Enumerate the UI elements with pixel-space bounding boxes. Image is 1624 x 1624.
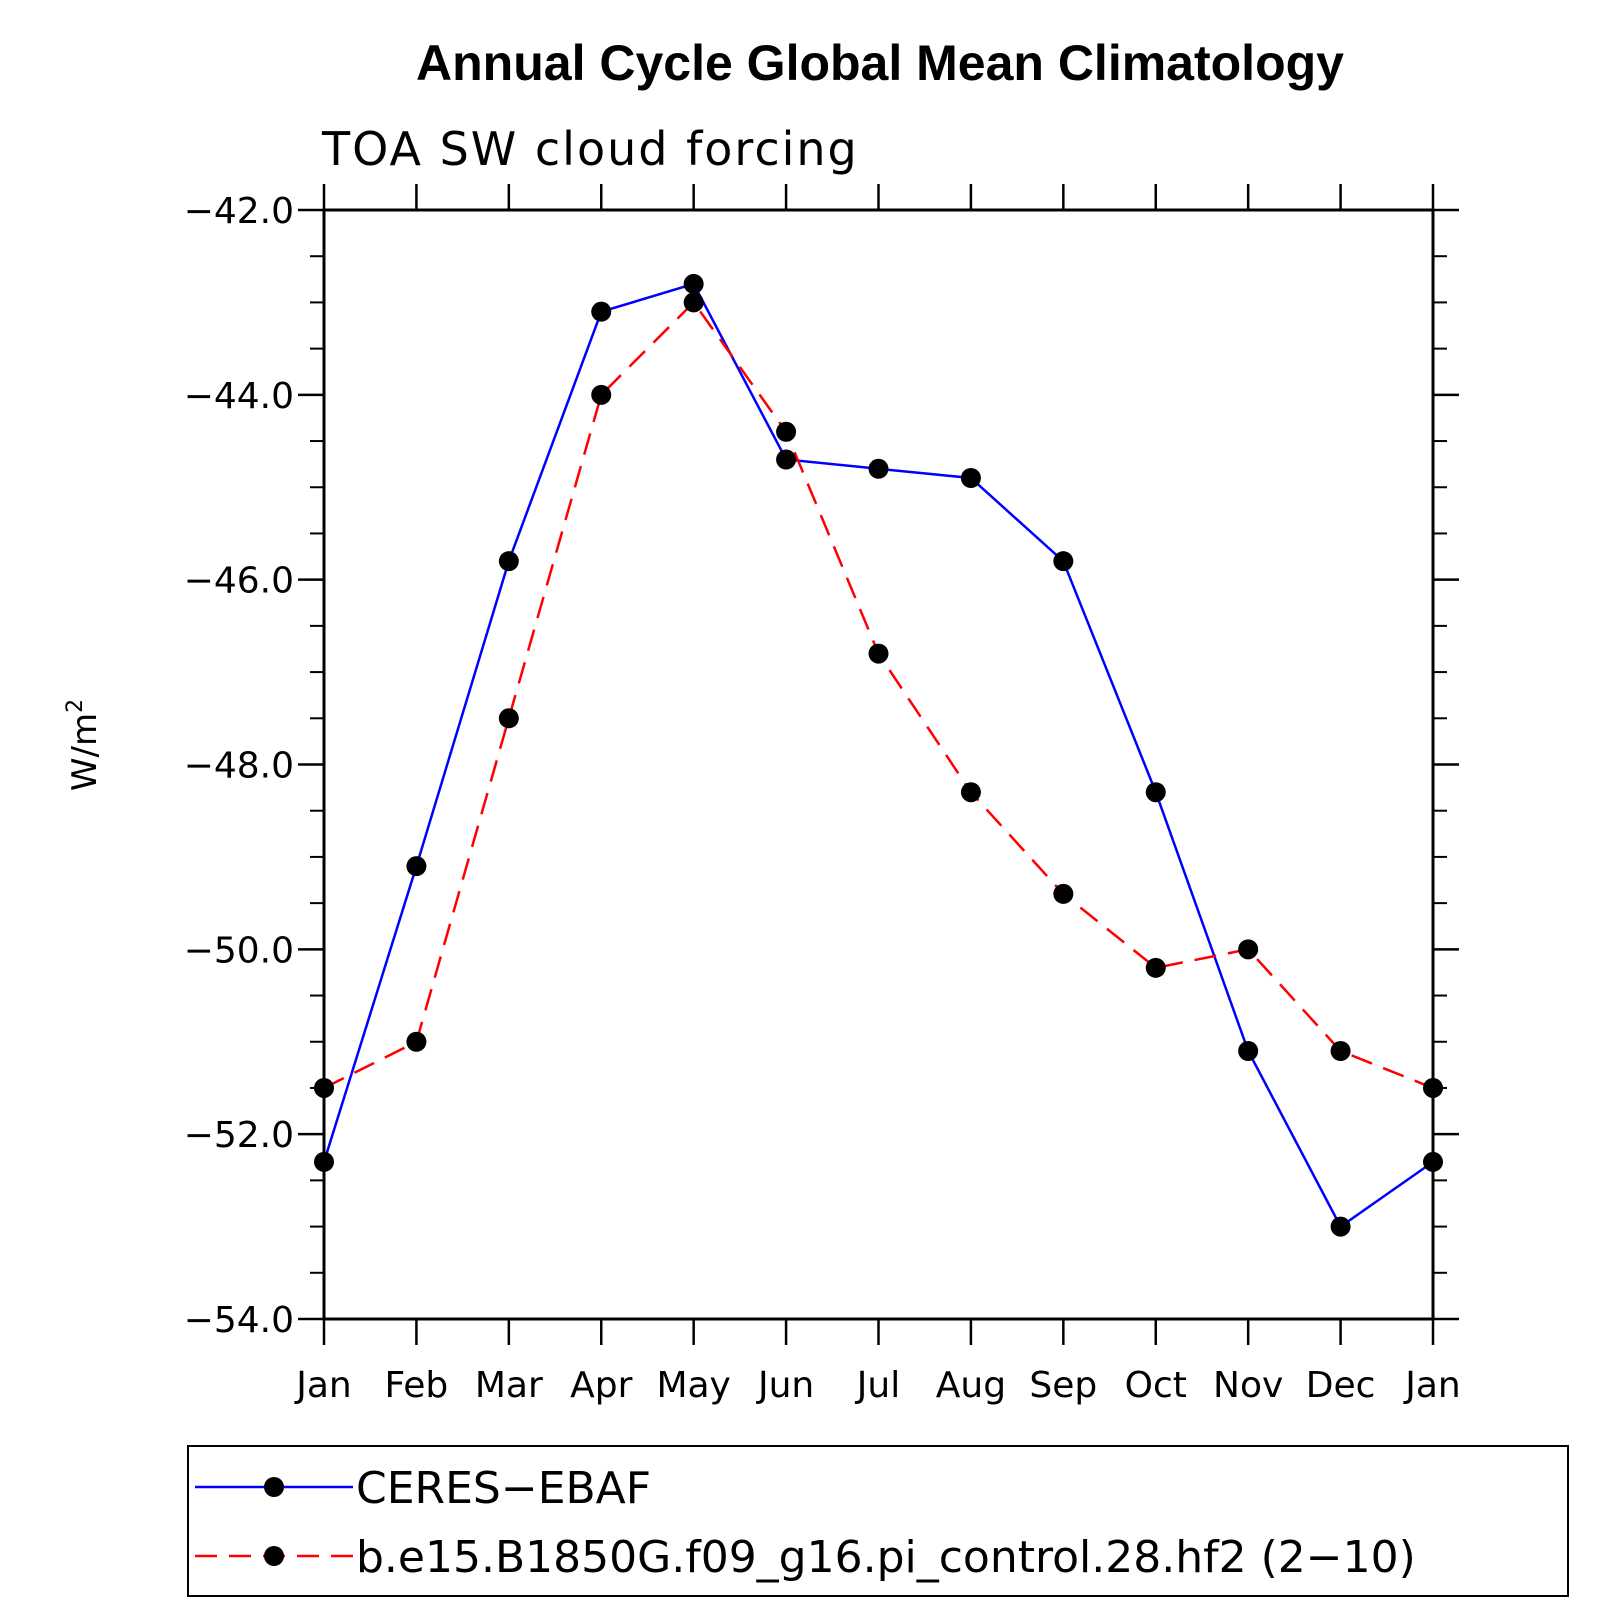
data-point-series-1 (498, 708, 519, 729)
data-point-series-1 (776, 421, 797, 442)
x-tick-label: Jun (756, 1365, 814, 1406)
y-tick-label: −50.0 (184, 930, 294, 971)
data-point-series-0 (1145, 782, 1166, 803)
svg-text:W/m2: W/m2 (63, 699, 105, 791)
y-axis-label-text: W/m (65, 713, 105, 791)
data-point-series-1 (1423, 1077, 1443, 1098)
data-point-series-0 (314, 1151, 334, 1172)
data-point-series-0 (591, 301, 612, 322)
data-point-series-0 (683, 273, 704, 294)
data-point-series-0 (406, 856, 427, 877)
data-point-series-0 (776, 449, 797, 470)
x-tick-label: Mar (475, 1365, 543, 1406)
data-point-series-1 (591, 384, 612, 405)
legend-box (187, 1445, 1569, 1597)
data-point-series-0 (1330, 1216, 1351, 1237)
x-tick-label: Apr (570, 1365, 632, 1406)
x-tick-label: Sep (1029, 1365, 1097, 1406)
y-axis-label: W/m2 (63, 699, 105, 791)
series-markers (314, 273, 1443, 1237)
x-tick-label: Dec (1306, 1365, 1376, 1406)
y-tick-label: −44.0 (184, 376, 294, 417)
data-point-series-1 (1145, 957, 1166, 978)
data-point-series-0 (1238, 1040, 1259, 1061)
data-point-series-1 (314, 1077, 334, 1098)
chart-title: Annual Cycle Global Mean Climatology (416, 35, 1344, 91)
axis-ticks (298, 184, 1459, 1345)
data-point-series-1 (1238, 939, 1259, 960)
plot-frame (322, 208, 1435, 1321)
legend-label-model: b.e15.B1850G.f09_g16.pi_control.28.hf2 (… (356, 1532, 1416, 1583)
data-point-series-0 (1053, 551, 1074, 572)
legend: CERES−EBAF b.e15.B1850G.f09_g16.pi_contr… (187, 1445, 1569, 1597)
data-point-series-1 (868, 643, 889, 664)
x-tick-labels: Jan Feb Mar Apr May Jun Jul Aug Sep Oct Nov Dec Jan (294, 1365, 1461, 1406)
data-point-series-1 (960, 782, 981, 803)
y-tick-label: −48.0 (184, 746, 294, 787)
x-tick-label: Nov (1213, 1365, 1283, 1406)
x-tick-label: Feb (385, 1365, 449, 1406)
series-line-1 (323, 300, 1434, 1090)
x-tick-label: May (656, 1365, 730, 1406)
y-tick-labels: −42.0 −44.0 −46.0 −48.0 −50.0 −52.0 −54.0 (184, 191, 294, 1341)
legend-label-ceres: CERES−EBAF (356, 1463, 651, 1514)
x-tick-label: Jan (1403, 1365, 1461, 1406)
legend-marker-model (264, 1546, 284, 1566)
data-point-series-1 (1053, 883, 1074, 904)
y-tick-label: −46.0 (184, 561, 294, 602)
y-tick-label: −54.0 (184, 1300, 294, 1341)
chart-subtitle: TOA SW cloud forcing (321, 122, 859, 176)
x-tick-label: Aug (936, 1365, 1006, 1406)
y-axis-label-superscript: 2 (63, 699, 88, 713)
x-tick-label: Jan (294, 1365, 352, 1406)
y-tick-label: −52.0 (184, 1115, 294, 1156)
x-tick-label: Jul (855, 1365, 900, 1406)
data-point-series-0 (960, 468, 981, 489)
series-lines (322, 282, 1434, 1229)
data-point-series-1 (406, 1031, 427, 1052)
x-tick-label: Oct (1125, 1365, 1187, 1406)
data-point-series-1 (1330, 1040, 1351, 1061)
data-point-series-0 (1423, 1151, 1443, 1172)
data-point-series-0 (868, 458, 889, 479)
data-point-series-0 (498, 551, 519, 572)
series-line-0 (322, 282, 1434, 1229)
data-point-series-1 (683, 292, 704, 313)
legend-marker-ceres (264, 1477, 284, 1497)
y-tick-label: −42.0 (184, 191, 294, 232)
